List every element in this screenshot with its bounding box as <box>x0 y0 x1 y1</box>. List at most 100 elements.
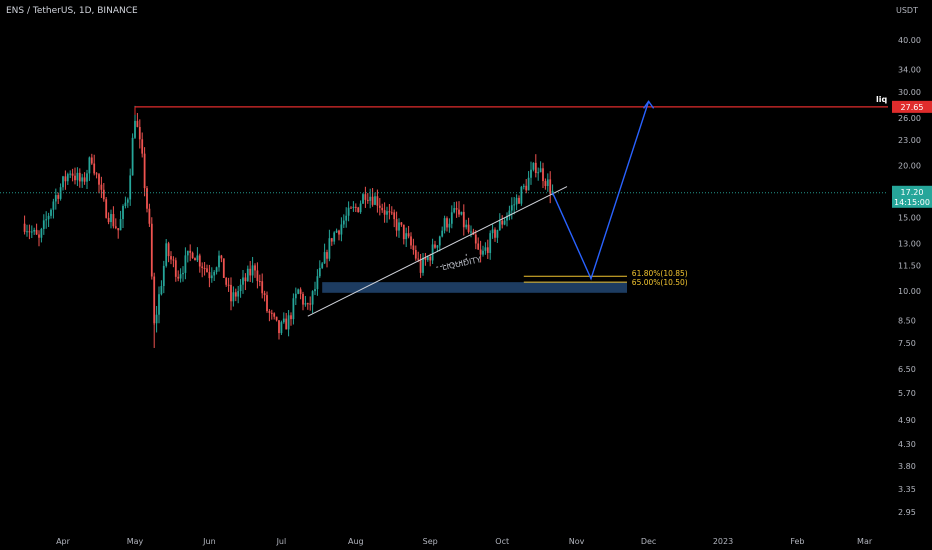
candle-body <box>400 222 403 225</box>
candle-body <box>54 195 57 202</box>
resistance-price-label: 27.65 <box>901 103 924 112</box>
candle-body <box>414 249 417 259</box>
candle-body <box>474 234 477 244</box>
candle-body <box>155 314 158 324</box>
candle-body <box>47 215 50 220</box>
candle-body <box>467 224 470 232</box>
candle-body <box>62 176 64 188</box>
candle-body <box>285 318 288 330</box>
x-tick-label: Nov <box>569 537 585 546</box>
candle-body <box>213 272 216 276</box>
candle-body <box>304 303 307 305</box>
candle-body <box>165 243 168 266</box>
candle-body <box>35 229 38 235</box>
candle-body <box>254 265 256 271</box>
candle-body <box>354 206 357 208</box>
candle-body <box>371 196 374 205</box>
candle-body <box>268 311 271 313</box>
candle-body <box>186 250 189 256</box>
candle-body <box>110 214 112 223</box>
candle-body <box>222 258 225 278</box>
candle-body <box>378 205 381 208</box>
candle-body <box>446 218 448 228</box>
fib-level-label: 65.00%(10.50) <box>632 278 688 287</box>
candle-body <box>321 263 324 268</box>
candle-body <box>470 231 472 233</box>
candle-body <box>323 252 326 264</box>
y-tick-label: 2.95 <box>898 508 916 517</box>
candle-body <box>88 157 91 174</box>
y-tick-label: 13.00 <box>898 239 921 248</box>
candle-body <box>489 233 492 253</box>
candle-body <box>74 175 76 181</box>
candle-body <box>50 209 52 216</box>
candle-body <box>282 318 285 323</box>
projection-arrowhead <box>643 100 655 109</box>
candle-body <box>518 197 520 204</box>
candle-body <box>376 196 379 206</box>
symbol-legend[interactable]: ENS / TetherUS, 1D, BINANCE <box>6 6 138 16</box>
candle-body <box>491 229 494 234</box>
candle-body <box>405 233 408 240</box>
candle-body <box>333 232 336 242</box>
price-axis[interactable]: 40.00 34.00 30.00 26.00 23.00 20.00 15.00 13.00… <box>892 36 932 517</box>
candle-body <box>422 258 424 273</box>
candle-body <box>434 244 436 248</box>
candle-body <box>393 212 396 220</box>
y-tick-label: 26.00 <box>898 114 921 123</box>
candle-body <box>398 222 400 231</box>
candle-body <box>150 223 153 277</box>
candle-body <box>71 173 74 176</box>
y-tick-label: 34.00 <box>898 65 921 74</box>
candle-body <box>93 163 96 174</box>
candle-body <box>338 230 340 235</box>
candle-body <box>530 169 532 178</box>
candle-body <box>258 281 261 283</box>
time-axis[interactable]: Apr May Jun Jul Aug Sep Oct Nov Dec 2023 Feb Mar <box>56 537 873 546</box>
candle-body <box>232 292 235 302</box>
candle-body <box>249 268 252 276</box>
candle-body <box>520 186 523 204</box>
candle-body <box>386 211 388 215</box>
candle-body <box>381 207 384 211</box>
candle-body <box>506 216 508 221</box>
current-price-label: 17.20 <box>901 188 924 197</box>
candle-body <box>122 205 124 220</box>
candle-body <box>126 199 129 203</box>
candle-body <box>98 174 100 185</box>
candle-body <box>311 291 314 305</box>
candle-body <box>239 284 242 292</box>
candle-body <box>328 238 331 259</box>
candle-body <box>441 230 444 237</box>
candle-body <box>266 295 268 312</box>
candle-body <box>340 224 343 235</box>
candle-body <box>525 185 528 191</box>
x-tick-label: Sep <box>423 537 438 546</box>
candle-body <box>537 172 540 174</box>
candle-body <box>453 208 456 213</box>
candle-body <box>33 229 36 232</box>
candle-body <box>510 205 513 211</box>
candle-body <box>484 247 487 251</box>
candle-body <box>129 175 132 200</box>
candle-body <box>242 277 244 285</box>
candle-body <box>167 243 170 257</box>
candle-body <box>532 162 535 170</box>
candle-body <box>278 320 280 334</box>
x-tick-label: Oct <box>495 537 509 546</box>
candle-body <box>292 298 295 320</box>
candle-body <box>270 312 273 314</box>
candle-body <box>494 229 496 238</box>
candle-body <box>40 228 43 238</box>
candle-body <box>522 185 525 187</box>
y-tick-label: 11.50 <box>898 262 921 271</box>
candle-body <box>417 258 420 260</box>
candle-body <box>549 179 552 194</box>
candle-body <box>275 316 278 321</box>
candle-body <box>256 270 259 282</box>
candle-body <box>237 291 240 297</box>
candle-body <box>230 284 232 302</box>
candle-body <box>388 211 391 213</box>
candle-body <box>42 220 45 229</box>
